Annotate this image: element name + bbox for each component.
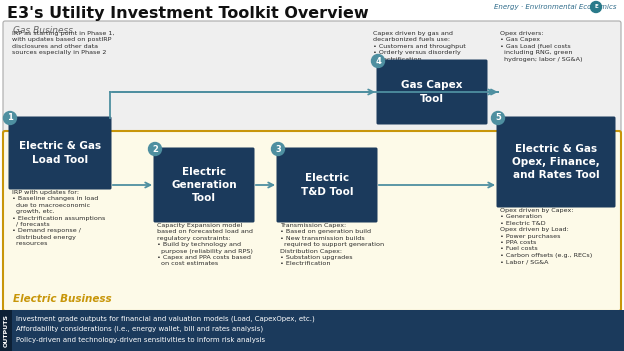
FancyBboxPatch shape [376, 60, 487, 125]
Bar [0, 310, 624, 351]
Text: Energy · Environmental Economics: Energy · Environmental Economics [494, 4, 617, 10]
Text: Opex driven by Capex:
• Generation
• Electric T&D
Opex driven by Load:
• Power p: Opex driven by Capex: • Generation • Ele… [500, 208, 592, 264]
Text: E: E [594, 4, 598, 9]
Text: OUTPUTS: OUTPUTS [4, 314, 9, 347]
Text: 1: 1 [7, 113, 13, 122]
FancyBboxPatch shape [3, 21, 621, 311]
Text: 3: 3 [275, 145, 281, 153]
Circle shape [271, 143, 285, 155]
Text: Opex drivers:
• Gas Capex
• Gas Load (fuel costs
  including RNG, green
  hydrog: Opex drivers: • Gas Capex • Gas Load (fu… [500, 31, 582, 61]
Text: 2: 2 [152, 145, 158, 153]
Circle shape [590, 1, 602, 13]
Text: IRP as starting point in Phase 1,
with updates based on postIRP
disclosures and : IRP as starting point in Phase 1, with u… [12, 31, 114, 55]
Text: Electric & Gas
Load Tool: Electric & Gas Load Tool [19, 141, 101, 165]
Circle shape [492, 112, 504, 125]
Text: Electric & Gas
Opex, Finance,
and Rates Tool: Electric & Gas Opex, Finance, and Rates … [512, 144, 600, 180]
Text: Affordability considerations (i.e., energy wallet, bill and rates analysis): Affordability considerations (i.e., ener… [16, 326, 263, 332]
Text: Electric
Generation
Tool: Electric Generation Tool [171, 167, 237, 203]
Text: 4: 4 [375, 57, 381, 66]
Text: Gas Capex
Tool: Gas Capex Tool [401, 80, 463, 104]
Text: Electric
T&D Tool: Electric T&D Tool [301, 173, 353, 197]
FancyBboxPatch shape [497, 117, 615, 207]
FancyBboxPatch shape [154, 147, 255, 223]
Text: Transmission Capex:
• Based on generation build
• New transmission builds
  requ: Transmission Capex: • Based on generatio… [280, 223, 384, 266]
Text: Capex driven by gas and
decarbonized fuels use:
• Customers and throughput
• Ord: Capex driven by gas and decarbonized fue… [373, 31, 466, 68]
Text: Capacity Expansion model
based on forecasted load and
regulatory constraints:
• : Capacity Expansion model based on foreca… [157, 223, 253, 266]
FancyBboxPatch shape [9, 117, 112, 190]
Text: E3's Utility Investment Toolkit Overview: E3's Utility Investment Toolkit Overview [7, 6, 369, 21]
Text: IRP with updates for:
• Baseline changes in load
  due to macroeconomic
  growth: IRP with updates for: • Baseline changes… [12, 190, 105, 246]
Circle shape [4, 112, 16, 125]
Text: 5: 5 [495, 113, 501, 122]
Text: Gas Business: Gas Business [13, 26, 73, 35]
FancyBboxPatch shape [276, 147, 378, 223]
Bar [0, 310, 12, 351]
Text: Investment grade outputs for financial and valuation models (Load, CapexOpex, et: Investment grade outputs for financial a… [16, 315, 314, 322]
FancyBboxPatch shape [3, 131, 621, 311]
Text: Policy-driven and technology-driven sensitivities to inform risk analysis: Policy-driven and technology-driven sens… [16, 337, 265, 343]
Text: Electric Business: Electric Business [13, 294, 112, 304]
Circle shape [371, 54, 384, 67]
Circle shape [149, 143, 162, 155]
